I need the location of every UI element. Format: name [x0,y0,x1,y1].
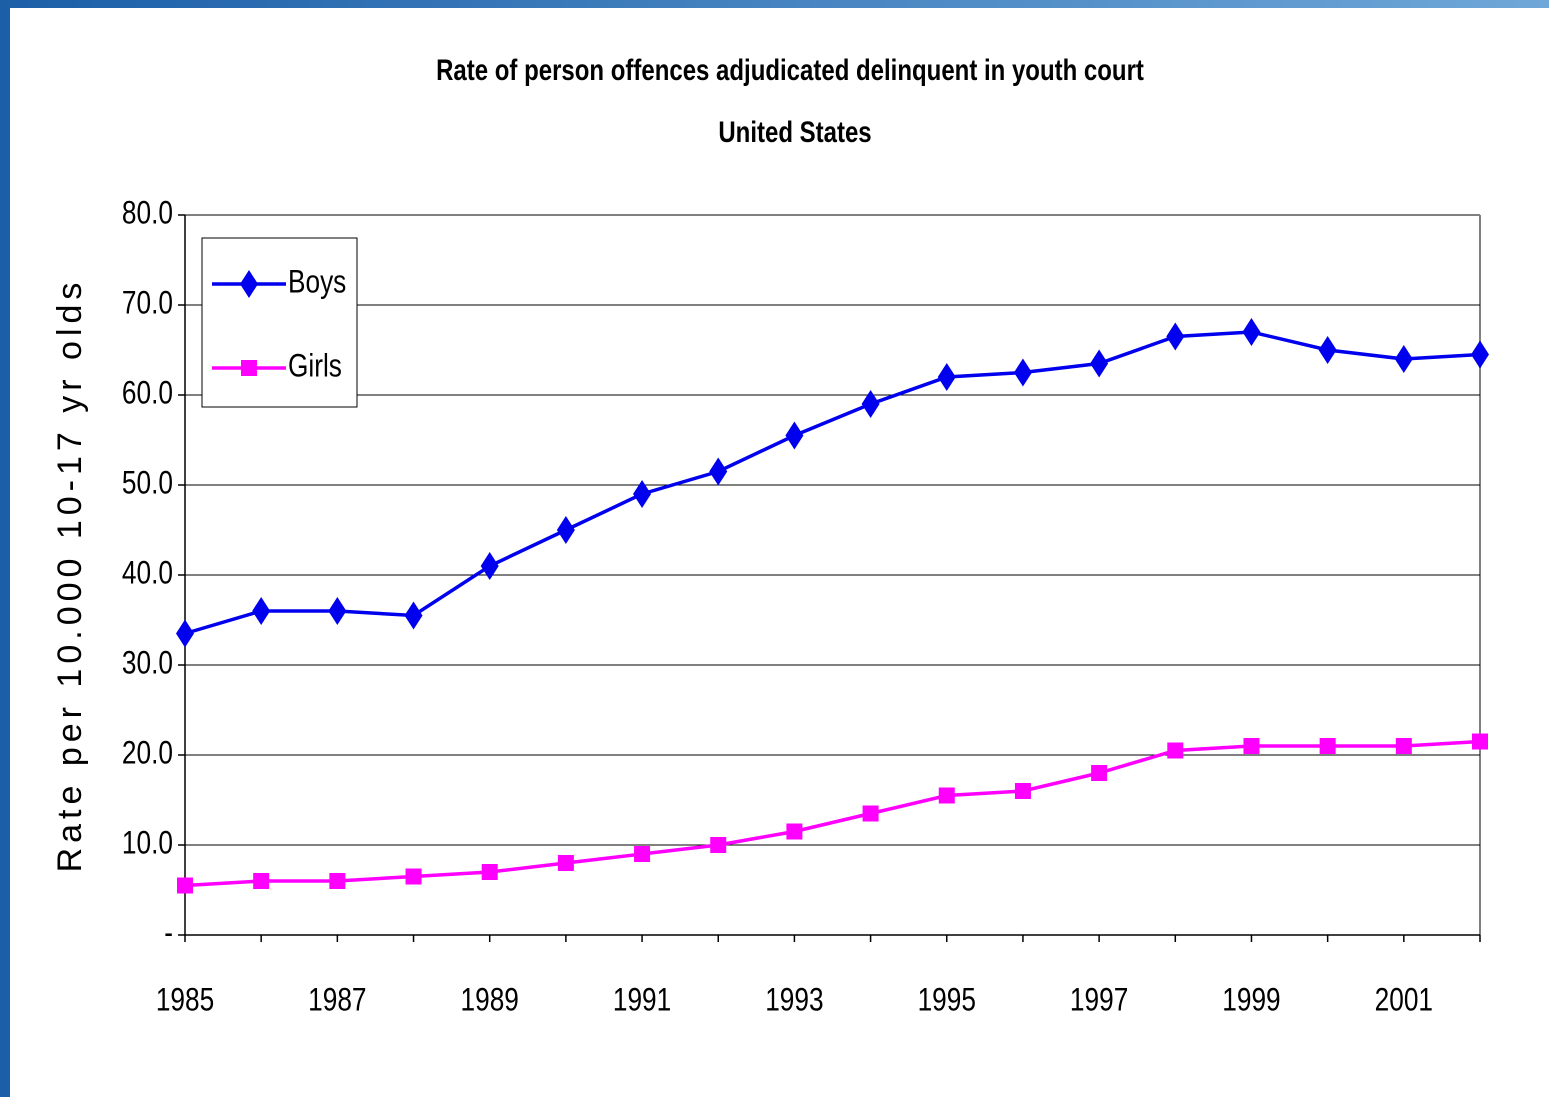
marker [633,480,652,508]
x-tick-label: 1997 [1070,983,1128,1018]
y-tick-label: 10.0 [122,826,173,861]
x-tick-label: 1993 [765,983,823,1018]
marker [1394,345,1413,373]
marker [937,363,956,391]
marker [405,868,422,885]
marker [480,552,499,580]
marker [785,421,804,450]
marker [1243,738,1260,754]
x-tick-label: 1987 [308,983,366,1018]
marker [1319,738,1336,754]
y-tick-label: 20.0 [122,736,173,771]
y-tick-label: 50.0 [122,466,173,501]
legend-marker [241,360,257,376]
x-tick-label: 1991 [613,983,671,1018]
x-tick-label: 1999 [1222,983,1280,1018]
x-tick-label: 1995 [918,983,976,1018]
y-tick-label: 40.0 [122,556,173,591]
chart-subtitle: United States [718,114,871,148]
y-tick-label: - [164,916,173,951]
legend-label: Boys [288,265,346,300]
chart-title: Rate of person offences adjudicated deli… [436,52,1144,86]
series-line [184,330,1481,636]
marker [329,873,346,889]
marker [328,597,347,625]
series-line [184,739,1481,888]
marker [938,787,955,804]
marker [786,823,803,840]
y-tick-label: 30.0 [122,646,173,681]
marker [177,877,193,894]
marker [176,619,194,648]
legend-marker [240,270,258,298]
marker [1014,783,1031,799]
legend-label: Girls [288,349,342,384]
marker [557,855,574,871]
marker [1091,765,1108,781]
marker [1166,322,1185,351]
marker [862,805,879,822]
marker [556,516,575,544]
marker [1318,336,1337,364]
background [10,8,1549,1097]
y-tick-label: 80.0 [122,196,173,231]
marker [1090,349,1109,378]
x-tick-label: 1989 [461,983,519,1018]
marker [1471,340,1489,369]
marker [1242,318,1261,346]
y-axis-label: Rate per 10.000 10-17 yr olds [51,278,89,873]
marker [1013,358,1032,387]
y-tick-label: 70.0 [122,286,173,321]
x-tick-label: 2001 [1375,983,1433,1018]
marker [634,846,651,862]
marker [253,873,270,889]
marker [404,601,423,630]
marker [861,390,880,418]
marker [710,837,727,853]
marker [1395,738,1412,754]
marker [252,597,271,625]
y-tick-label: 60.0 [122,376,173,411]
marker [481,864,498,880]
marker [709,457,728,486]
marker [1472,733,1488,750]
legend-box [201,237,358,408]
marker [1167,742,1184,759]
x-tick-label: 1985 [156,983,214,1018]
